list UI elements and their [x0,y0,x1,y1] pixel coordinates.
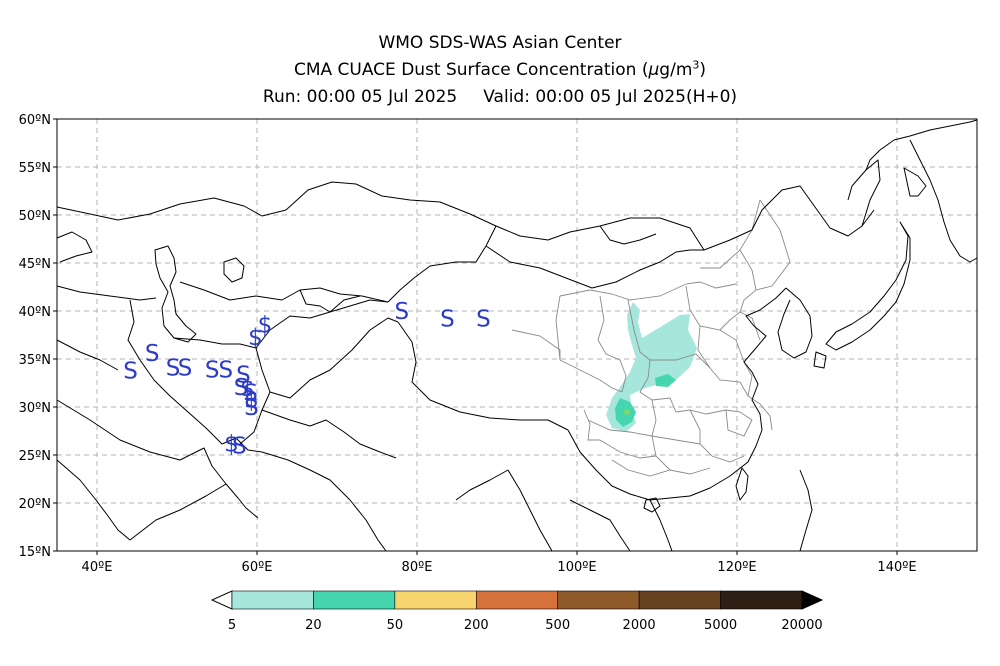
dust-symbol: S [236,362,251,388]
lat-label: 20ºN [19,497,51,512]
colorbar-tick-label: 5000 [704,618,737,633]
dust-symbol: $ [258,312,273,338]
lat-label: 15ºN [19,545,51,560]
dust-symbol: S [166,356,181,382]
dust-area-central [655,374,676,387]
dust-symbol: S [234,375,249,401]
dust-symbol: S [476,307,491,333]
lon-label: 40ºE [82,560,113,575]
dust-symbol: $ [244,387,259,413]
province-boundaries [511,199,791,477]
dust-symbol: $ [224,432,239,458]
colorbar-extend-high [801,590,824,610]
run-valid-line: Run: 00:00 05 Jul 2025 Valid: 00:00 05 Ju… [0,87,1000,107]
dust-symbol: S [205,358,220,384]
dust-symbol: S [145,341,160,367]
subtitle-text: CMA CUACE Dust Surface Concentration ( [293,60,649,80]
colorbar-box [720,590,803,610]
subtitle-close: ) [699,60,707,80]
dust-symbol: $ [248,325,263,351]
dust-symbol: S [178,356,193,382]
longitude-labels: 40ºE 60ºE 80ºE 100ºE 120ºE 140ºE [82,560,917,575]
colorbar-box [313,590,396,610]
colorbar-tick-label: 500 [545,618,570,633]
run-time-label: Run: 00:00 05 Jul 2025 [262,87,458,107]
lon-label: 100ºE [557,560,596,575]
dust-symbol: S [440,307,455,333]
unit-g: g/m [659,60,693,80]
dust-symbol: S [394,299,409,325]
colorbar-tick-label: 2000 [623,618,656,633]
colorbar: 5 20 50 200 500 2000 5000 20000 [210,590,824,633]
colorbar-box [638,590,721,610]
axis-ticks [53,118,898,555]
colorbar-extend-low [210,590,233,610]
dust-symbol: S [123,359,138,385]
dust-symbol: $ [240,376,255,402]
dust-symbol: S [243,381,258,407]
dust-area-north-china [606,302,697,432]
lon-label: 80ºE [402,560,433,575]
dust-hotspot [624,409,630,415]
map-frame [56,118,978,552]
colorbar-box [557,590,640,610]
unit-exponent: 3 [692,58,700,72]
lat-label: 35ºN [19,353,51,368]
lon-label: 120ºE [717,560,756,575]
dust-concentration-areas [606,302,697,432]
colorbar-box [394,590,477,610]
dust-symbol: S [244,395,259,421]
colorbar-boxes [231,590,803,610]
lon-label: 60ºE [242,560,273,575]
colorbar-box [231,590,314,610]
colorbar-box [475,590,559,610]
dust-symbol: S [232,433,247,459]
colorbar-labels: 5 20 50 200 500 2000 5000 20000 [228,618,823,633]
colorbar-tick-label: 20000 [781,618,822,633]
lat-label: 30ºN [19,401,51,416]
lon-label: 140ºE [877,560,916,575]
lat-label: 55ºN [19,161,51,176]
lat-label: 40ºN [19,305,51,320]
colorbar-tick-label: 5 [228,618,236,633]
gridlines [57,119,977,551]
valid-time-label: Valid: 00:00 05 Jul 2025(H+0) [483,87,738,107]
latitude-labels: 60ºN 55ºN 50ºN 45ºN 40ºN 35ºN 30ºN 25ºN … [19,113,51,560]
dust-symbol: S [218,358,233,384]
map-title: WMO SDS-WAS Asian Center [378,33,622,53]
unit-mu: μ [648,60,660,80]
colorbar-tick-label: 20 [305,618,322,633]
lat-label: 60ºN [19,113,51,128]
lat-label: 45ºN [19,257,51,272]
country-borders [56,119,978,552]
colorbar-tick-label: 50 [387,618,404,633]
lat-label: 25ºN [19,449,51,464]
map-subtitle: CMA CUACE Dust Surface Concentration (μg… [0,58,1000,80]
colorbar-tick-label: 200 [464,618,489,633]
lat-label: 50ºN [19,209,51,224]
